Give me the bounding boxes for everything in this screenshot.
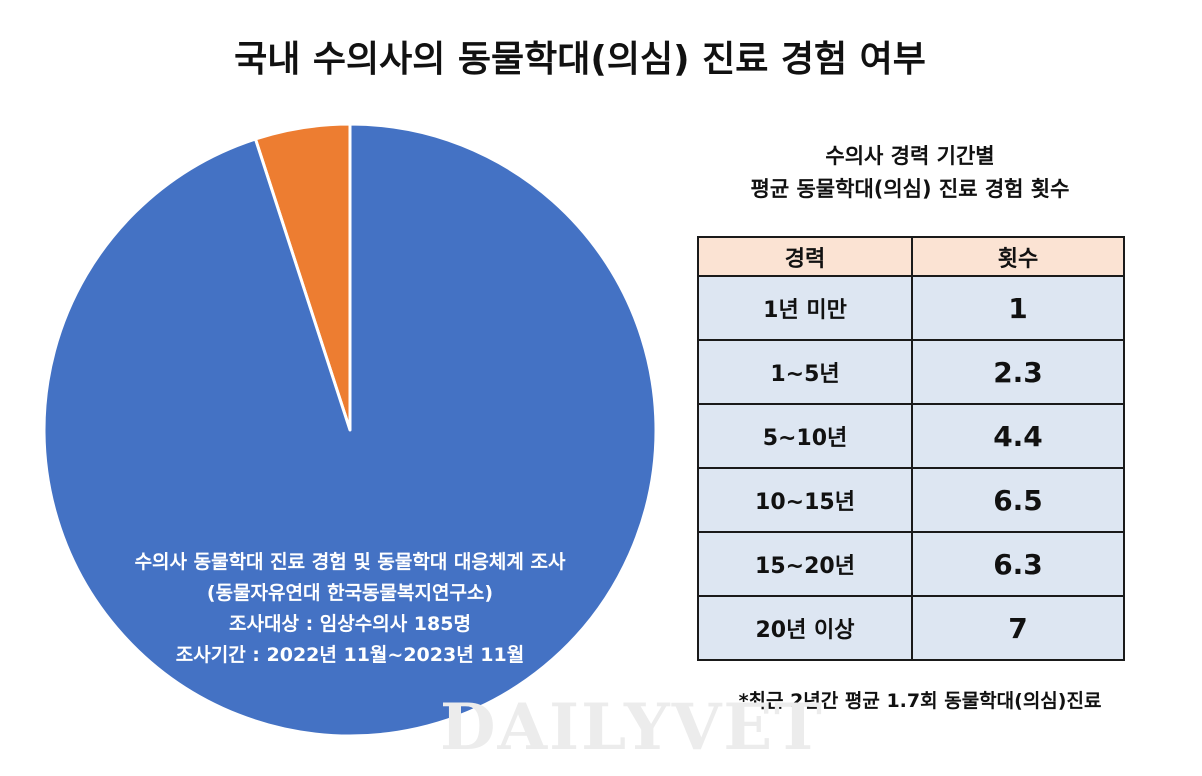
survey-note-line: 수의사 동물학대 진료 경험 및 동물학대 대응체계 조사 xyxy=(134,551,566,573)
table-title: 수의사 경력 기간별 평균 동물학대(의심) 진료 경험 횟수 xyxy=(690,140,1130,206)
count-cell: 1 xyxy=(911,275,1125,341)
table-title-line: 평균 동물학대(의심) 진료 경험 횟수 xyxy=(750,177,1070,201)
table-row: 15~20년 6.3 xyxy=(697,531,1125,597)
pie-chart xyxy=(42,122,658,738)
footnote: *최근 2년간 평균 1.7회 동물학대(의심)진료 xyxy=(738,690,1102,712)
table-row: 5~10년 4.4 xyxy=(697,403,1125,469)
table-row: 1년 미만 1 xyxy=(697,275,1125,341)
table-title-line: 수의사 경력 기간별 xyxy=(825,144,995,168)
career-cell: 1년 미만 xyxy=(697,275,913,341)
watermark-logo: DAILYVET xyxy=(440,690,824,765)
table-header-row: 경력 횟수 xyxy=(697,236,1125,277)
count-cell: 7 xyxy=(911,595,1125,661)
career-cell: 15~20년 xyxy=(697,531,913,597)
career-cell: 5~10년 xyxy=(697,403,913,469)
career-cell: 20년 이상 xyxy=(697,595,913,661)
survey-note: 수의사 동물학대 진료 경험 및 동물학대 대응체계 조사 (동물자유연대 한국… xyxy=(80,547,620,671)
survey-note-line: 조사기간 : 2022년 11월~2023년 11월 xyxy=(175,644,525,666)
survey-note-line: 조사대상 : 임상수의사 185명 xyxy=(229,613,471,635)
career-table-wrap: 경력 횟수 1년 미만 1 1~5년 2.3 5~10년 4.4 10~15년 … xyxy=(697,236,1125,661)
column-header-count: 횟수 xyxy=(911,236,1125,277)
column-header-career: 경력 xyxy=(697,236,913,277)
career-table: 경력 횟수 1년 미만 1 1~5년 2.3 5~10년 4.4 10~15년 … xyxy=(697,236,1125,661)
pie-slice-yes xyxy=(42,122,658,738)
count-cell: 4.4 xyxy=(911,403,1125,469)
count-cell: 6.3 xyxy=(911,531,1125,597)
table-row: 10~15년 6.5 xyxy=(697,467,1125,533)
count-cell: 2.3 xyxy=(911,339,1125,405)
survey-note-line: (동물자유연대 한국동물복지연구소) xyxy=(206,582,494,604)
table-row: 20년 이상 7 xyxy=(697,595,1125,661)
count-cell: 6.5 xyxy=(911,467,1125,533)
career-cell: 1~5년 xyxy=(697,339,913,405)
chart-title: 국내 수의사의 동물학대(의심) 진료 경험 여부 xyxy=(234,39,926,80)
career-cell: 10~15년 xyxy=(697,467,913,533)
table-row: 1~5년 2.3 xyxy=(697,339,1125,405)
